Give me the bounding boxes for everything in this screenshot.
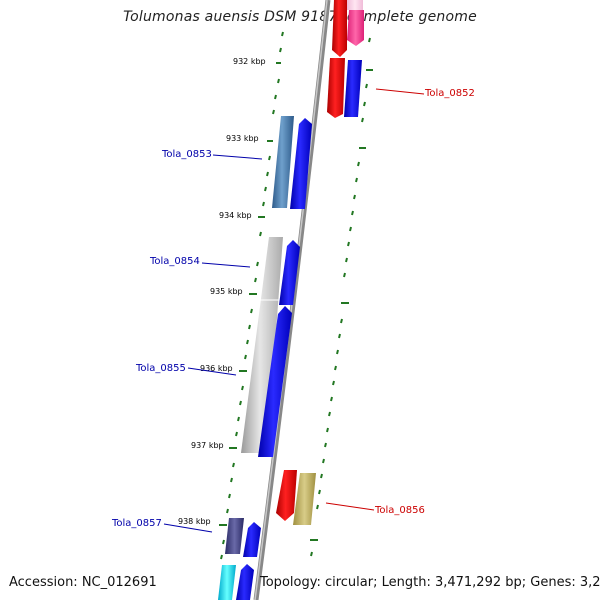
gene-label-tola-0854[interactable]: Tola_0854 <box>149 256 200 267</box>
gene-blue-bottom[interactable] <box>236 564 254 600</box>
tick-label: 938 kbp <box>178 517 211 526</box>
gene-tola-0853[interactable] <box>272 116 294 208</box>
gene-blue-0857b[interactable] <box>243 522 261 557</box>
gene-tola-0856-red[interactable] <box>276 470 297 521</box>
position-ticks: 932 kbp 933 kbp 934 kbp 935 kbp 936 kbp … <box>178 57 266 526</box>
gene-tola-0852-pink[interactable] <box>347 0 364 46</box>
tick-label: 932 kbp <box>233 57 266 66</box>
gene-tola-0854-gray[interactable] <box>241 237 283 453</box>
tick-label: 933 kbp <box>226 134 259 143</box>
gene-upper-red[interactable] <box>332 0 347 57</box>
gene-blue-0853b[interactable] <box>290 118 312 209</box>
gene-tola-0857[interactable] <box>225 518 244 554</box>
gene-cyan-bottom[interactable] <box>218 565 236 600</box>
genome-summary-text: Topology: circular; Length: 3,471,292 bp… <box>260 575 600 590</box>
gc-content-track <box>219 31 284 560</box>
gene-label-tola-0856[interactable]: Tola_0856 <box>374 505 425 516</box>
gene-tola-0855[interactable] <box>258 306 292 457</box>
accession-text: Accession: NC_012691 <box>9 575 157 590</box>
gc-skew-track <box>310 37 373 557</box>
gene-blue-0852b[interactable] <box>344 60 362 117</box>
tick-label: 936 kbp <box>200 364 233 373</box>
tick-label: 937 kbp <box>191 441 224 450</box>
gene-tola-0856[interactable] <box>293 473 316 525</box>
tick-label: 934 kbp <box>219 211 252 220</box>
gene-label-tola-0852[interactable]: Tola_0852 <box>424 88 475 99</box>
gene-tola-0852[interactable] <box>327 58 345 118</box>
gene-label-tola-0853[interactable]: Tola_0853 <box>161 149 212 160</box>
gene-label-tola-0857[interactable]: Tola_0857 <box>111 518 162 529</box>
gene-label-tola-0855[interactable]: Tola_0855 <box>135 363 186 374</box>
tick-label: 935 kbp <box>210 287 243 296</box>
gene-tola-0854[interactable] <box>279 240 300 305</box>
map-title: Tolumonas auensis DSM 9187, complete gen… <box>123 9 477 25</box>
